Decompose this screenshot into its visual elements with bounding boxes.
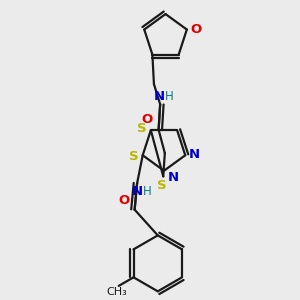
Text: O: O bbox=[190, 23, 201, 36]
Text: O: O bbox=[118, 194, 129, 206]
Text: N: N bbox=[132, 185, 143, 198]
Text: S: S bbox=[157, 179, 166, 192]
Text: S: S bbox=[129, 150, 138, 163]
Text: N: N bbox=[154, 90, 165, 103]
Text: S: S bbox=[136, 122, 146, 135]
Text: N: N bbox=[189, 148, 200, 160]
Text: N: N bbox=[168, 171, 179, 184]
Text: H: H bbox=[164, 90, 173, 103]
Text: CH₃: CH₃ bbox=[107, 287, 128, 297]
Text: O: O bbox=[141, 113, 152, 126]
Text: H: H bbox=[143, 185, 152, 198]
